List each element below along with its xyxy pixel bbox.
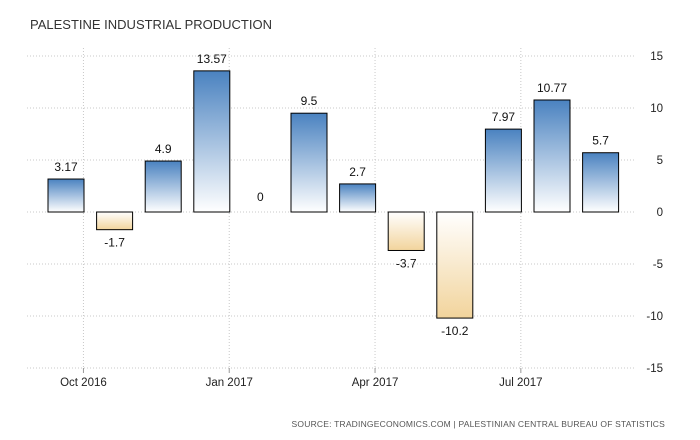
- bar-value-label: 3.17: [54, 160, 78, 174]
- bar: [533, 99, 571, 213]
- chart-source: SOURCE: TRADINGECONOMICS.COM | PALESTINI…: [292, 419, 666, 429]
- bar-value-label: 5.7: [592, 134, 609, 148]
- bar-value-label: 10.77: [537, 81, 567, 95]
- bar: [339, 183, 377, 213]
- bar-value-label: 7.97: [492, 110, 516, 124]
- bar: [582, 152, 620, 213]
- bar-value-label: 13.57: [197, 52, 227, 66]
- bar-value-label: 4.9: [155, 142, 172, 156]
- bar-value-label: 9.5: [301, 94, 318, 108]
- bar: [96, 211, 134, 231]
- bar-value-label: -10.2: [441, 324, 469, 338]
- bar: [290, 112, 328, 213]
- y-tick-label: -10: [646, 311, 663, 323]
- y-tick-label: 10: [650, 103, 663, 115]
- x-tick-label: Apr 2017: [352, 377, 399, 389]
- bar-value-label: 0: [257, 190, 264, 204]
- bar-value-label: -1.7: [104, 236, 125, 250]
- x-tick-label: Oct 2016: [60, 377, 107, 389]
- bar: [387, 211, 425, 251]
- x-tick-label: Jul 2017: [499, 377, 542, 389]
- bar-layer: [47, 70, 620, 319]
- axis-layer: 15 10 5 0 -5 -10 -15 Oct 2016 Jan 2017 Apr 2017 Ju…: [60, 51, 663, 389]
- label-layer: 3.17 -1.7 4.9 13.57 0 9.5 2.7 -3.7 -10.2 7.97 10.7…: [54, 52, 609, 338]
- bar-value-label: -3.7: [396, 256, 417, 270]
- bar-value-label: 2.7: [349, 165, 366, 179]
- y-tick-label: -5: [653, 259, 663, 271]
- y-tick-label: 15: [650, 51, 663, 63]
- bar: [193, 70, 231, 213]
- bar: [47, 178, 85, 213]
- bar: [484, 128, 522, 213]
- bar: [144, 160, 182, 213]
- y-tick-label: -15: [646, 363, 663, 375]
- chart-title: PALESTINE INDUSTRIAL PRODUCTION: [30, 17, 272, 32]
- y-tick-label: 0: [657, 207, 663, 219]
- x-tick-label: Jan 2017: [206, 377, 253, 389]
- y-tick-label: 5: [657, 155, 663, 167]
- bar: [436, 211, 474, 319]
